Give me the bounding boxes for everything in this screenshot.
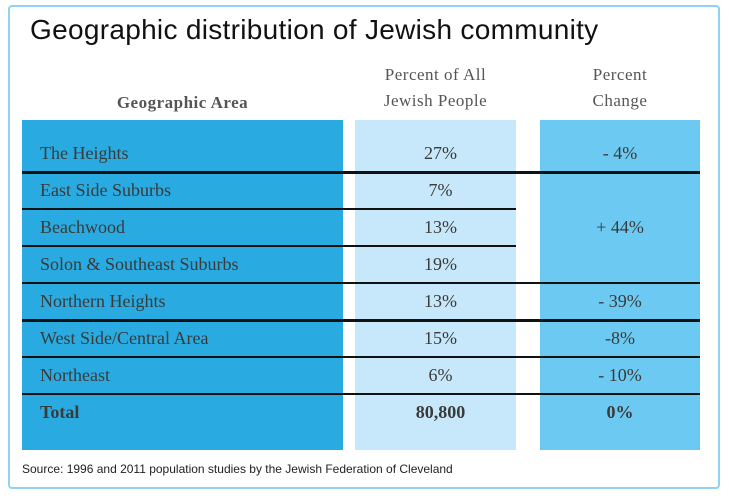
area-cell: Solon & Southeast Suburbs — [40, 254, 239, 274]
source: Source: 1996 and 2011 population studies… — [22, 462, 453, 476]
percent-cell: 80,800 — [415, 402, 466, 422]
change-cell: -8% — [605, 328, 635, 348]
change-cell: + 44% — [596, 217, 644, 237]
row-divider — [22, 318, 700, 322]
percent-cell: 13% — [424, 291, 457, 311]
change-cell: 0% — [606, 402, 634, 422]
percent-cell: 19% — [424, 254, 457, 274]
change-cell: - 4% — [602, 143, 638, 163]
row-divider — [22, 208, 516, 210]
column-bg — [540, 120, 700, 450]
column-header: Jewish People — [383, 91, 488, 110]
area-cell: East Side Suburbs — [40, 180, 172, 200]
column-bg — [355, 120, 516, 450]
area-cell: Beachwood — [40, 217, 125, 237]
percent-cell: 13% — [424, 217, 457, 237]
area-cell: West Side/Central Area — [40, 328, 209, 348]
area-cell: The Heights — [40, 143, 129, 163]
column-header: Percent of All — [384, 65, 487, 84]
change-cell: - 39% — [598, 291, 642, 311]
column-header: Percent — [592, 65, 648, 84]
row-divider — [22, 170, 700, 174]
area-cell: Total — [40, 402, 80, 422]
percent-cell: 15% — [424, 328, 457, 348]
row-divider — [22, 393, 700, 395]
column-bg — [22, 120, 343, 450]
row-divider — [22, 356, 700, 358]
area-cell: Northeast — [40, 365, 110, 385]
frame — [8, 5, 720, 489]
percent-cell: 7% — [428, 180, 453, 200]
change-cell: - 10% — [598, 365, 642, 385]
column-header: Geographic Area — [116, 93, 249, 112]
area-cell: Northern Heights — [40, 291, 166, 311]
column-header: Change — [592, 91, 648, 110]
row-divider — [22, 245, 516, 247]
percent-cell: 6% — [428, 365, 453, 385]
row-divider — [22, 282, 700, 284]
title: Geographic distribution of Jewish commun… — [30, 14, 599, 45]
percent-cell: 27% — [424, 143, 457, 163]
